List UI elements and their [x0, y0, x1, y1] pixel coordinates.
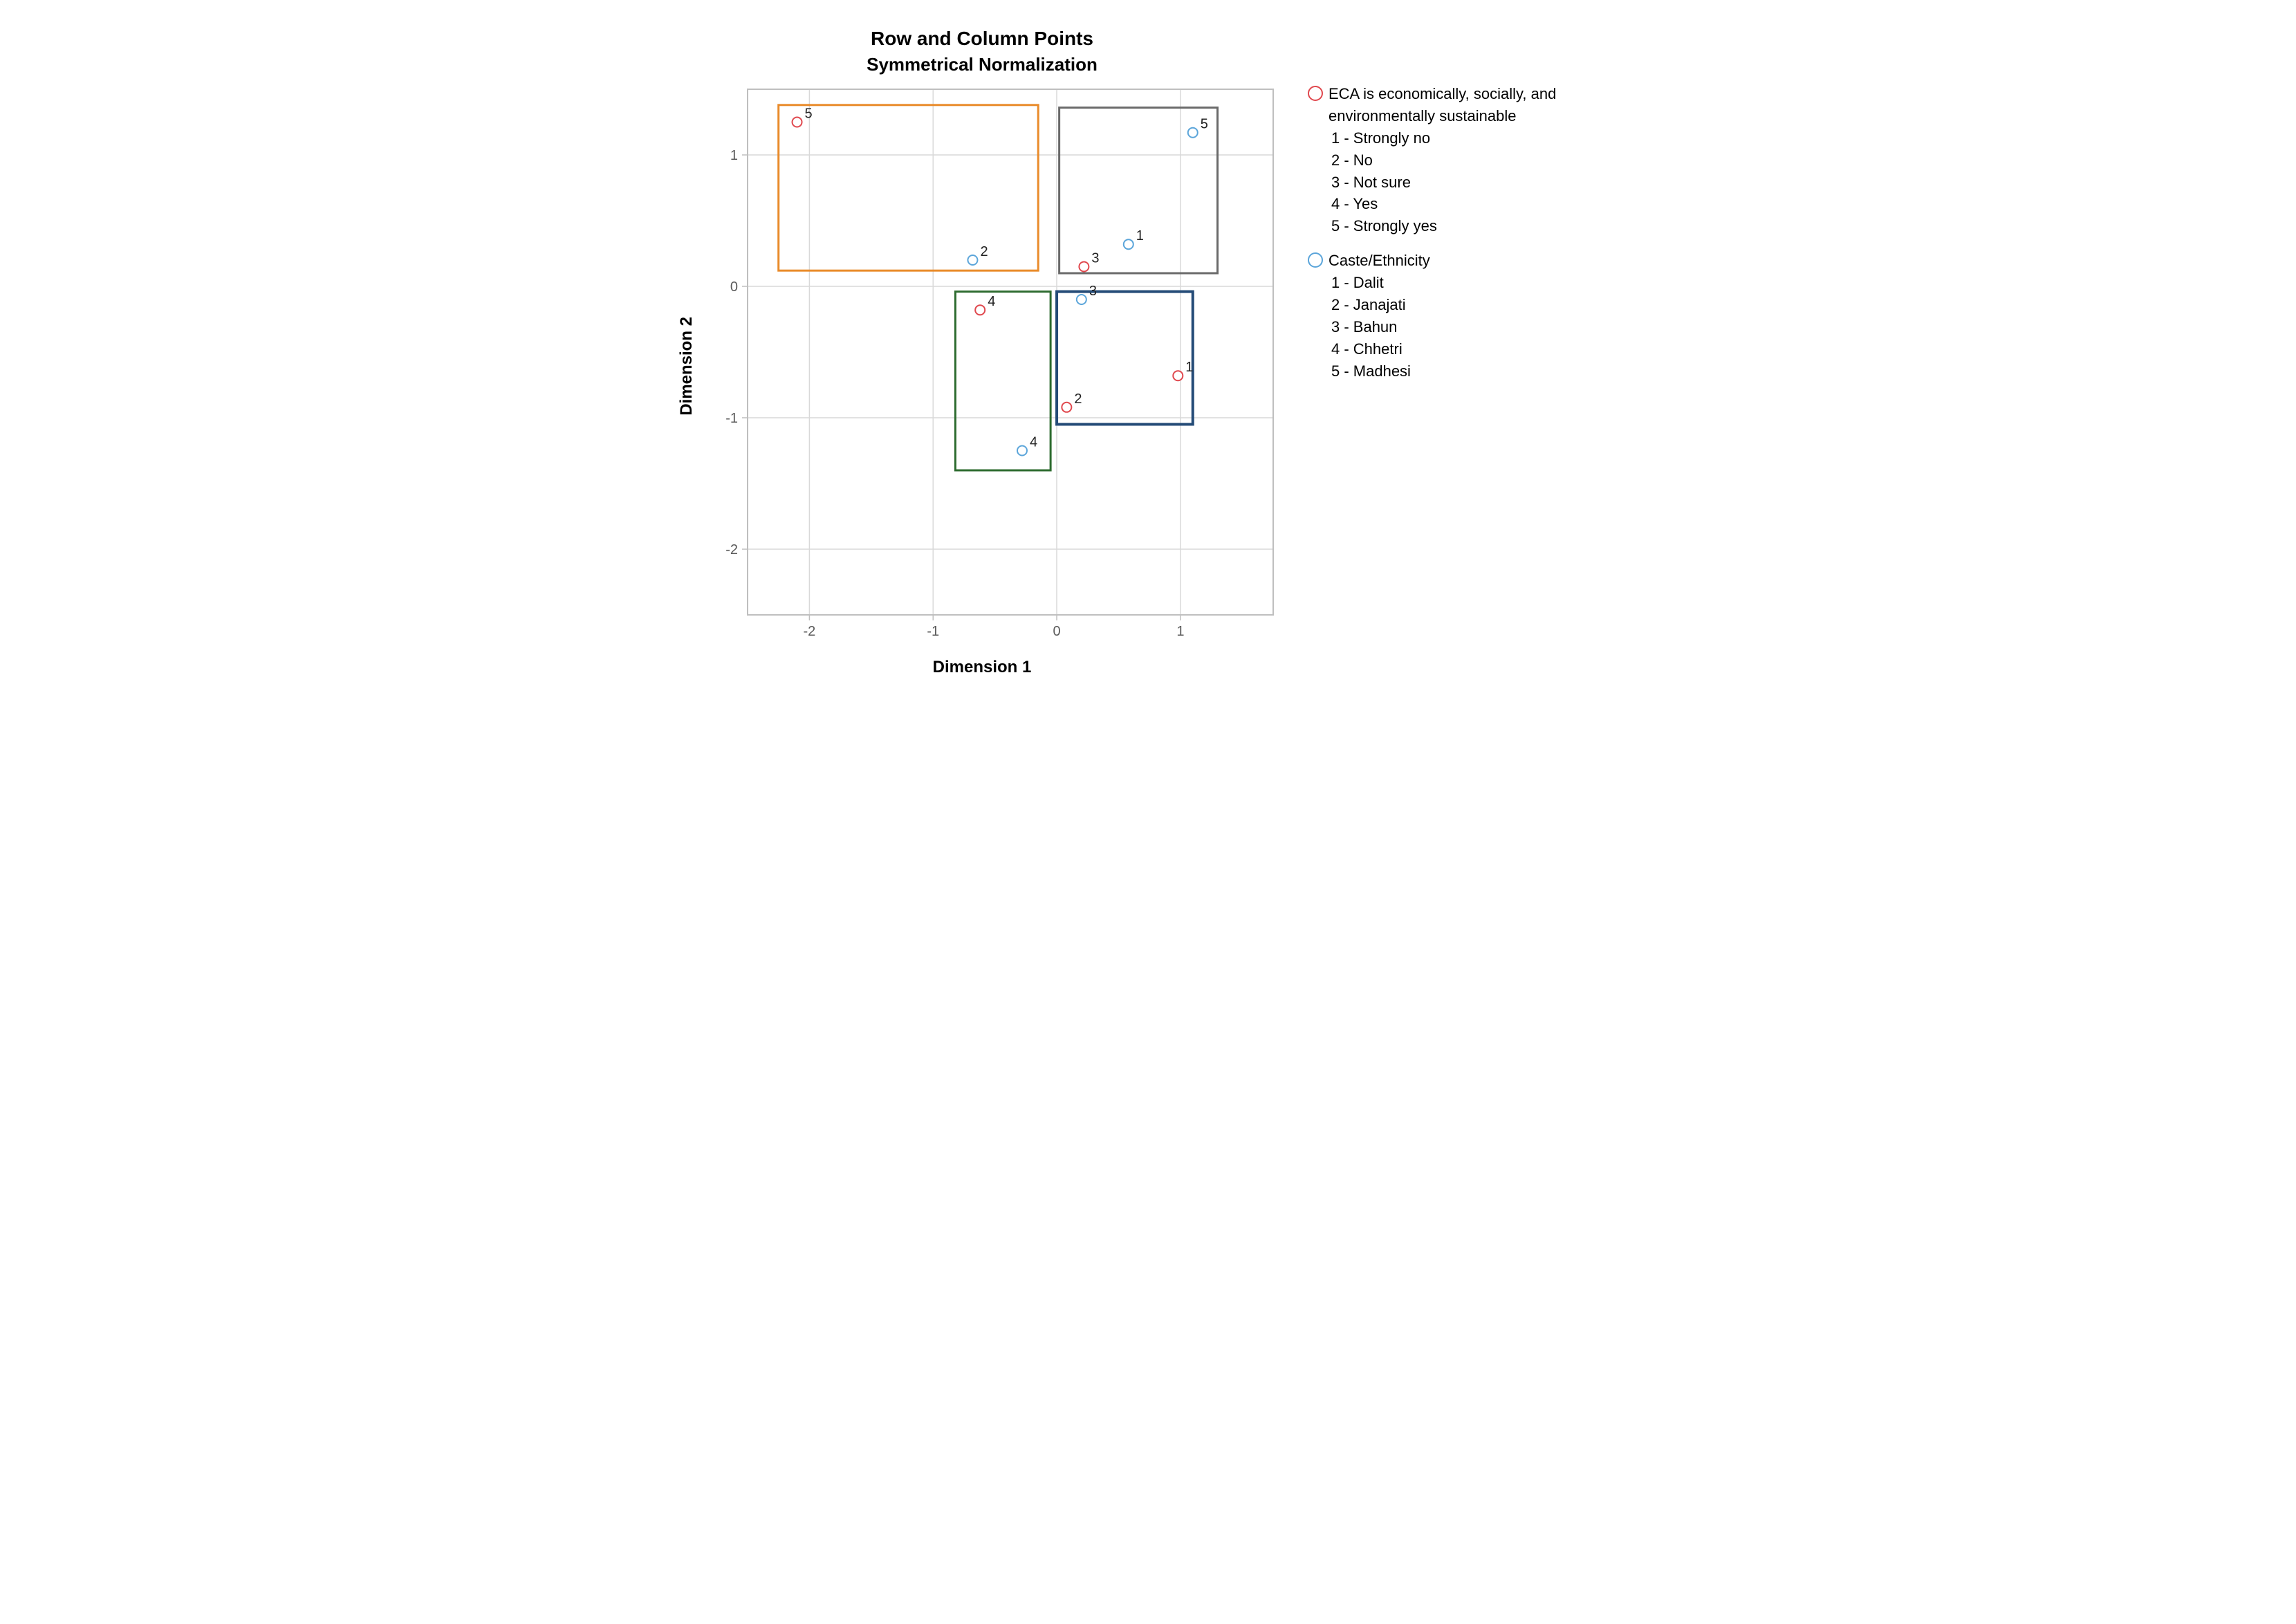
legend-item: 3 - Bahun: [1331, 316, 1619, 338]
legend-item: 5 - Strongly yes: [1331, 215, 1619, 237]
chart-title: Row and Column Points: [871, 28, 1093, 50]
data-point: [975, 305, 985, 315]
svg-text:0: 0: [730, 279, 738, 295]
legend-item: 2 - No: [1331, 149, 1619, 172]
data-point: [1173, 371, 1183, 380]
point-label: 2: [1074, 391, 1082, 407]
point-label: 2: [980, 244, 988, 259]
svg-text:1: 1: [730, 148, 738, 163]
data-point: [1124, 239, 1133, 249]
point-label: 5: [805, 107, 813, 122]
legend-item: 4 - Chhetri: [1331, 338, 1619, 360]
svg-text:-1: -1: [725, 411, 738, 426]
x-axis-label: Dimension 1: [933, 658, 1032, 677]
legend-item: 4 - Yes: [1331, 193, 1619, 215]
svg-text:1: 1: [1176, 624, 1184, 639]
svg-text:-1: -1: [927, 624, 939, 639]
data-point: [1062, 403, 1071, 412]
legend-items-red: 1 - Strongly no2 - No3 - Not sure4 - Yes…: [1331, 127, 1619, 237]
data-point: [1188, 128, 1198, 138]
legend-item: 1 - Dalit: [1331, 272, 1619, 294]
chart-subtitle: Symmetrical Normalization: [867, 54, 1098, 75]
point-label: 4: [1030, 435, 1037, 450]
point-label: 3: [1089, 284, 1097, 299]
point-label: 4: [988, 294, 995, 309]
legend-item: 1 - Strongly no: [1331, 127, 1619, 149]
legend-marker-blue: [1308, 252, 1323, 268]
point-label: 3: [1091, 251, 1099, 266]
svg-text:-2: -2: [725, 542, 738, 557]
point-label: 1: [1185, 360, 1193, 375]
point-label: 1: [1136, 228, 1144, 243]
data-point: [1079, 262, 1089, 272]
y-axis-label: Dimension 2: [677, 317, 696, 416]
point-label: 5: [1201, 117, 1208, 132]
legend-marker-red: [1308, 86, 1323, 101]
legend-header-blue: Caste/Ethnicity: [1328, 250, 1430, 272]
legend-header-red: ECA is economically, socially, and envir…: [1328, 83, 1619, 127]
chart-column: Row and Column Points Symmetrical Normal…: [677, 28, 1287, 677]
legend-items-blue: 1 - Dalit2 - Janajati3 - Bahun4 - Chhetr…: [1331, 272, 1619, 382]
data-point: [793, 118, 802, 127]
legend: ECA is economically, socially, and envir…: [1308, 83, 1619, 382]
scatter-plot: -2 -1 0 1 -2 -1 0 1 1 2 3 4 5 5 4 3 2 1: [706, 82, 1287, 649]
legend-series-blue: Caste/Ethnicity 1 - Dalit2 - Janajati3 -…: [1308, 250, 1619, 382]
svg-text:0: 0: [1053, 624, 1060, 639]
chart-wrapper: Row and Column Points Symmetrical Normal…: [677, 28, 1619, 677]
data-point: [1077, 295, 1086, 304]
legend-item: 2 - Janajati: [1331, 294, 1619, 316]
data-point: [1017, 446, 1027, 456]
legend-item: 3 - Not sure: [1331, 172, 1619, 194]
legend-series-red: ECA is economically, socially, and envir…: [1308, 83, 1619, 237]
plot-row: Dimension 2 -2 -1 0 1 -2 -1 0 1 1 2 3 4 5 5 4 3 2 1: [677, 82, 1287, 649]
legend-item: 5 - Madhesi: [1331, 360, 1619, 382]
data-point: [968, 255, 977, 265]
svg-text:-2: -2: [804, 624, 816, 639]
